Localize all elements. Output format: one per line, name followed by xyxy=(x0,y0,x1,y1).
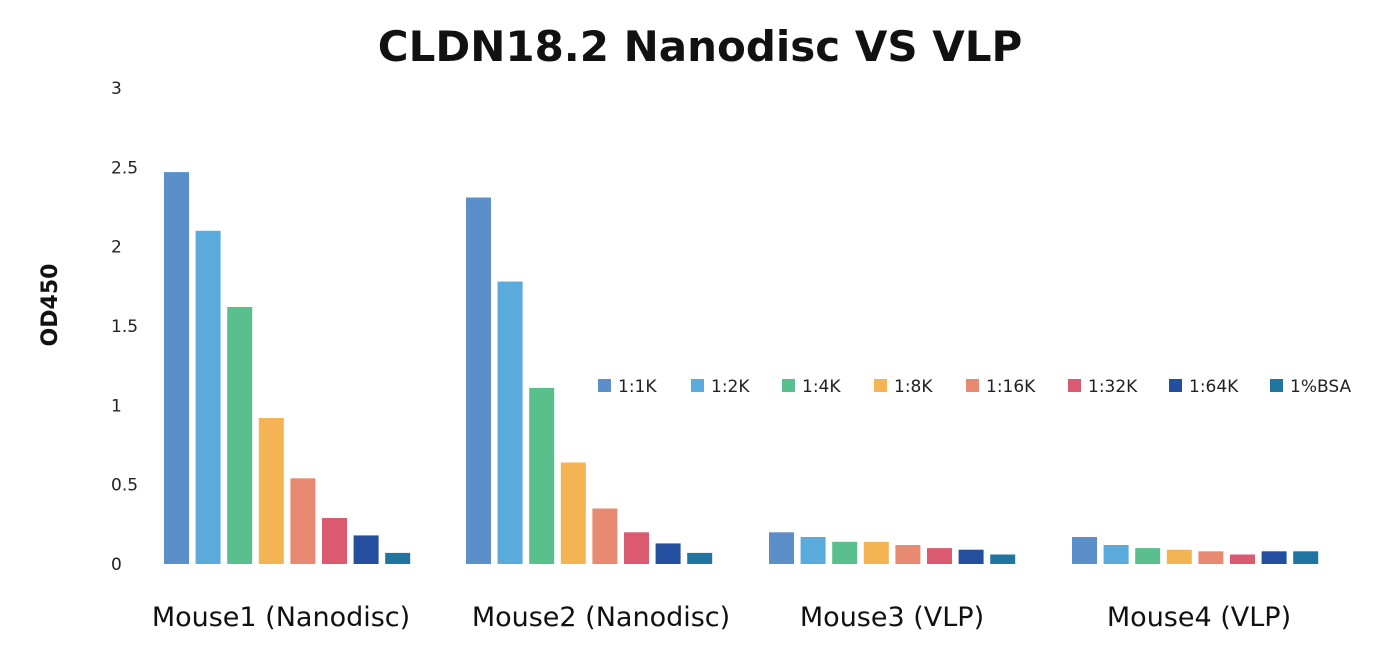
bar xyxy=(927,548,952,564)
bars xyxy=(164,172,1319,565)
y-tick-label: 0 xyxy=(111,555,122,575)
bar xyxy=(895,545,921,564)
bar xyxy=(258,418,284,564)
legend-swatch xyxy=(1270,379,1283,392)
bar xyxy=(1230,554,1255,564)
y-tick-label: 3 xyxy=(111,79,122,99)
legend-label: 1:2K xyxy=(711,377,750,397)
bar xyxy=(164,172,189,564)
bar xyxy=(687,552,713,564)
legend-label: 1:16K xyxy=(986,377,1036,397)
bar xyxy=(990,554,1016,564)
y-tick-label: 2 xyxy=(111,238,122,258)
legend-swatch xyxy=(782,379,795,392)
y-tick-label: 2.5 xyxy=(111,158,138,178)
bar xyxy=(1103,545,1129,564)
legend-label: 1:4K xyxy=(802,377,841,397)
y-tick-label: 1 xyxy=(111,396,122,416)
legend-swatch xyxy=(874,379,887,392)
bar xyxy=(290,478,316,564)
y-tick-label: 0.5 xyxy=(111,476,138,496)
bar xyxy=(322,518,347,564)
bar xyxy=(466,197,491,564)
y-axis-label-group: OD450 xyxy=(38,264,63,347)
bar xyxy=(353,535,379,564)
legend-swatch xyxy=(1169,379,1182,392)
legend-label: 1%BSA xyxy=(1290,377,1351,397)
bar xyxy=(1072,537,1097,564)
bar xyxy=(497,281,523,564)
category-label: Mouse4 (VLP) xyxy=(1107,602,1291,633)
bar xyxy=(1166,549,1192,564)
bar xyxy=(1261,551,1287,564)
category-label: Mouse1 (Nanodisc) xyxy=(152,602,410,633)
bar xyxy=(832,541,858,564)
bar xyxy=(1293,551,1319,564)
bar xyxy=(529,387,555,564)
bar xyxy=(958,549,984,564)
legend-swatch xyxy=(1068,379,1081,392)
bar xyxy=(195,230,221,565)
legend-label: 1:32K xyxy=(1088,377,1138,397)
bar xyxy=(227,307,253,564)
legend-swatch xyxy=(598,379,611,392)
bar xyxy=(800,537,826,564)
bar xyxy=(863,541,889,564)
bar xyxy=(592,508,618,564)
bar xyxy=(769,532,794,564)
legend-swatch xyxy=(691,379,704,392)
legend-swatch xyxy=(966,379,979,392)
bar xyxy=(655,543,681,564)
bar xyxy=(624,532,649,564)
bar xyxy=(385,552,411,564)
bar xyxy=(1198,551,1224,564)
category-label: Mouse2 (Nanodisc) xyxy=(472,602,730,633)
legend-label: 1:64K xyxy=(1189,377,1239,397)
category-label: Mouse3 (VLP) xyxy=(800,602,984,633)
legend-label: 1:1K xyxy=(618,377,657,397)
legend-label: 1:8K xyxy=(894,377,933,397)
legend: 1:1K 1:2K 1:4K 1:8K 1:16K 1:32K 1:64K 1%BSA xyxy=(598,377,1351,397)
category-labels: Mouse1 (Nanodisc) Mouse2 (Nanodisc) Mouse3… xyxy=(152,602,1291,633)
chart-title: CLDN18.2 Nanodisc VS VLP xyxy=(377,22,1023,71)
y-tick-label: 1.5 xyxy=(111,317,138,337)
y-axis-label: OD450 xyxy=(38,264,63,347)
y-axis-ticks: 0 0.5 1 1.5 2 2.5 3 xyxy=(111,79,138,575)
bar xyxy=(1135,548,1161,564)
bar xyxy=(560,462,586,564)
